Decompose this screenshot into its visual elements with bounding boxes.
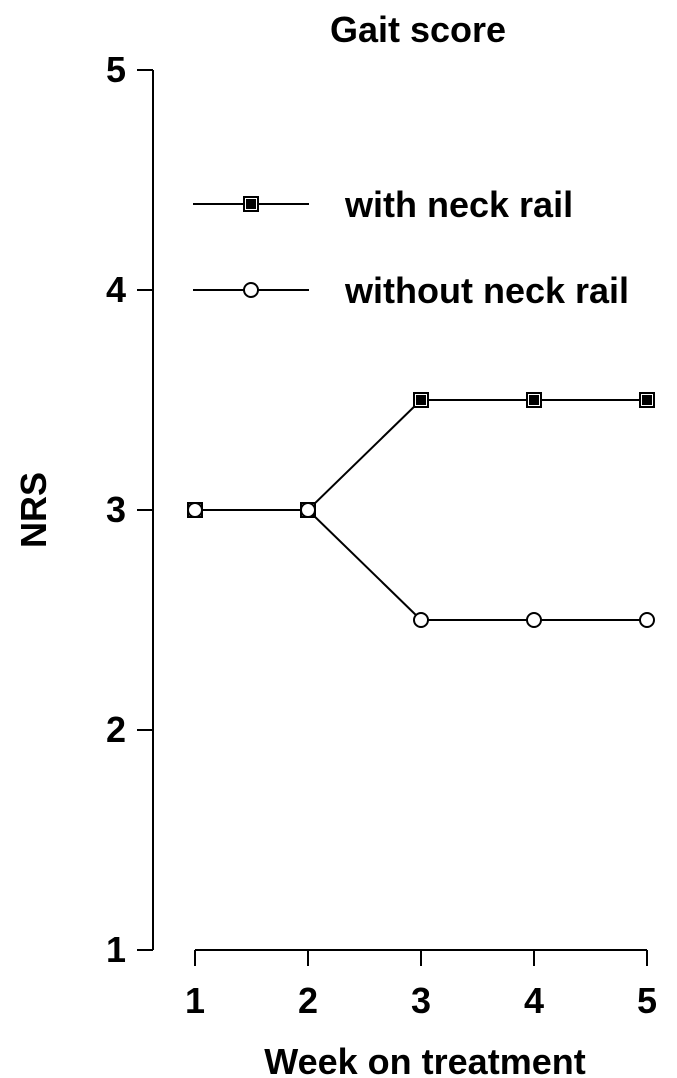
x-axis-label: Week on treatment (264, 1041, 585, 1078)
data-point-square-fill (416, 395, 426, 405)
y-tick-label: 4 (106, 269, 126, 310)
axes-layer: 1 2 3 4 5 1 2 3 4 5 (106, 49, 657, 1021)
series-line (195, 509, 647, 621)
data-point-square-fill (529, 395, 539, 405)
legend-item: without neck rail (193, 270, 629, 311)
x-tick-label: 4 (524, 980, 544, 1021)
y-tick-label: 5 (106, 49, 126, 90)
data-point-circle (243, 282, 259, 298)
data-point-circle (526, 612, 542, 628)
legend-label: without neck rail (344, 270, 629, 311)
data-point-square-fill (246, 199, 256, 209)
legend-item: with neck rail (193, 184, 573, 225)
data-point-circle (413, 612, 429, 628)
y-tick-label: 1 (106, 929, 126, 970)
series-group (187, 392, 655, 518)
series-group (187, 502, 655, 628)
x-tick-label: 5 (637, 980, 657, 1021)
y-axis-label: NRS (13, 472, 54, 548)
data-point-circle (300, 502, 316, 518)
x-tick-label: 2 (298, 980, 318, 1021)
series-layer (187, 392, 655, 628)
data-point-square-fill (642, 395, 652, 405)
legend-label: with neck rail (344, 184, 573, 225)
series-line (195, 399, 647, 511)
data-point-circle (639, 612, 655, 628)
chart-title: Gait score (330, 9, 506, 50)
y-tick-label: 2 (106, 709, 126, 750)
y-tick-label: 3 (106, 489, 126, 530)
data-point-circle (187, 502, 203, 518)
x-tick-label: 1 (185, 980, 205, 1021)
x-tick-label: 3 (411, 980, 431, 1021)
legend: with neck rail without neck rail (193, 184, 629, 311)
